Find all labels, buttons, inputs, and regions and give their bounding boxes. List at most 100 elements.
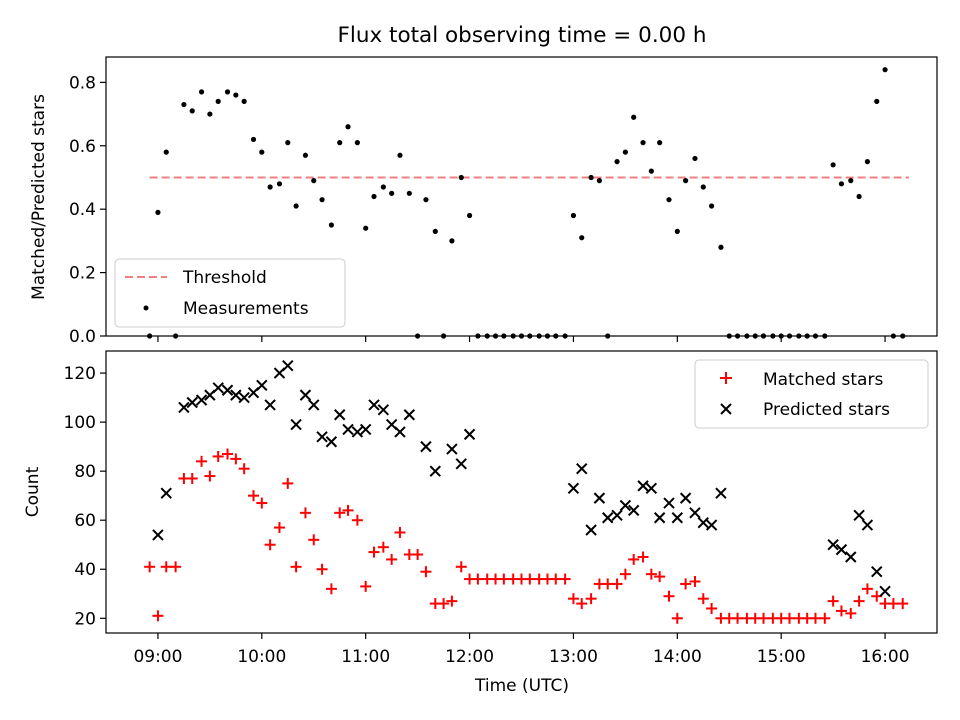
matched-star-point (360, 580, 372, 592)
matched-star-point (783, 612, 795, 624)
bottom-x-tick-label: 13:00 (549, 647, 598, 667)
predicted-star-point (256, 379, 268, 392)
bottom-y-tick-label: 20 (74, 609, 96, 629)
legend-predicted-label: Predicted stars (763, 400, 890, 420)
matched-star-point (351, 514, 363, 526)
predicted-star-point (697, 516, 709, 529)
predicted-star-point (593, 492, 606, 504)
matched-star-point (732, 612, 744, 624)
measurement-point (579, 235, 585, 241)
top-plot-area (147, 67, 909, 339)
predicted-star-point (264, 399, 276, 411)
matched-star-point (386, 553, 398, 565)
top-y-axis: 0.0 0.2 0.4 0.6 0.8 (69, 73, 106, 347)
top-y-tick-label: 0.2 (69, 264, 96, 284)
top-legend: Threshold Measurements (114, 258, 346, 328)
measurement-point (241, 98, 247, 104)
matched-star-point (887, 598, 899, 610)
predicted-star-point (879, 585, 891, 598)
chart-title: Flux total observing time = 0.00 h (338, 23, 707, 48)
measurement-point (224, 89, 231, 95)
bottom-x-tick-label: 09:00 (133, 647, 182, 667)
matched-star-point (680, 578, 692, 590)
measurement-point (189, 108, 195, 114)
predicted-star-point (316, 431, 328, 443)
predicted-star-point (871, 565, 883, 578)
predicted-star-point (567, 482, 580, 495)
measurement-point (640, 140, 646, 146)
predicted-star-point (230, 389, 242, 401)
matched-star-point (342, 504, 354, 516)
measurement-point (622, 149, 628, 155)
legend-matched-swatch (720, 372, 732, 384)
predicted-star-point (705, 519, 718, 531)
predicted-star-point (186, 396, 198, 409)
bottom-x-tick-label: 14:00 (653, 647, 702, 667)
measurement-point (631, 114, 637, 120)
predicted-star-point (403, 409, 416, 421)
top-y-tick-label: 0.8 (69, 73, 96, 93)
predicted-star-point (715, 487, 727, 499)
predicted-star-point (290, 418, 302, 431)
top-panel: 0.00.20.40.60.8 Matched/Predicted stars … (29, 56, 938, 347)
matched-star-point (550, 573, 562, 585)
bottom-legend: Matched stars Predicted stars (694, 359, 929, 429)
measurement-point (267, 184, 273, 190)
predicted-star-point (645, 482, 658, 495)
measurement-point (215, 98, 221, 104)
legend-predicted-swatch (720, 403, 732, 415)
matched-star-point (230, 453, 242, 465)
measurement-point (648, 168, 654, 174)
matched-star-point (689, 576, 701, 588)
measurement-point (423, 197, 429, 203)
matched-star-point (645, 568, 657, 580)
matched-star-point (611, 578, 623, 590)
measurement-point (700, 184, 706, 190)
measurement-point (163, 149, 169, 155)
measurement-point (328, 222, 335, 228)
matched-star-point (455, 561, 467, 573)
predicted-star-point (627, 504, 640, 517)
bottom-x-axis: 09:00 10:00 11:00 12:00 13:00 14:00 15:00 16:00 (133, 633, 910, 667)
legend-threshold-label: Threshold (182, 268, 267, 288)
bottom-plot-area (144, 360, 909, 624)
measurement-point (683, 178, 689, 184)
matched-star-point (186, 473, 198, 485)
predicted-star-point (334, 409, 346, 421)
matched-star-point (602, 578, 614, 590)
predicted-star-point (325, 436, 338, 448)
matched-star-point (706, 602, 718, 614)
predicted-star-point (463, 428, 476, 441)
matched-star-point (758, 612, 770, 624)
bottom-axes-frame (105, 350, 938, 634)
matched-star-point (248, 490, 260, 502)
matched-star-point (861, 583, 873, 595)
matched-star-point (663, 590, 675, 602)
measurement-point (848, 178, 854, 184)
predicted-star-point (835, 543, 848, 556)
matched-star-point (897, 598, 909, 610)
predicted-star-point (342, 423, 354, 436)
matched-star-point (576, 598, 588, 610)
matched-star-point (671, 612, 683, 624)
matched-star-point (334, 507, 346, 519)
measurement-point (718, 244, 724, 250)
matched-star-point (628, 553, 640, 565)
measurement-point (363, 225, 369, 231)
matched-star-point (256, 497, 268, 509)
predicted-star-point (282, 360, 294, 372)
matched-star-point (498, 573, 510, 585)
top-y-tick-label: 0.6 (69, 137, 96, 157)
measurement-point (588, 174, 594, 181)
bottom-y-axis: 20 40 60 80 100 120 (64, 364, 106, 629)
predicted-star-point (195, 394, 208, 406)
predicted-star-point (861, 519, 874, 531)
predicted-star-point (827, 539, 839, 551)
measurement-point (674, 228, 680, 234)
top-axes-frame (105, 56, 938, 337)
matched-star-point (160, 561, 172, 573)
predicted-star-point (663, 497, 675, 509)
predicted-star-point (853, 509, 865, 522)
measurement-point (250, 136, 257, 143)
